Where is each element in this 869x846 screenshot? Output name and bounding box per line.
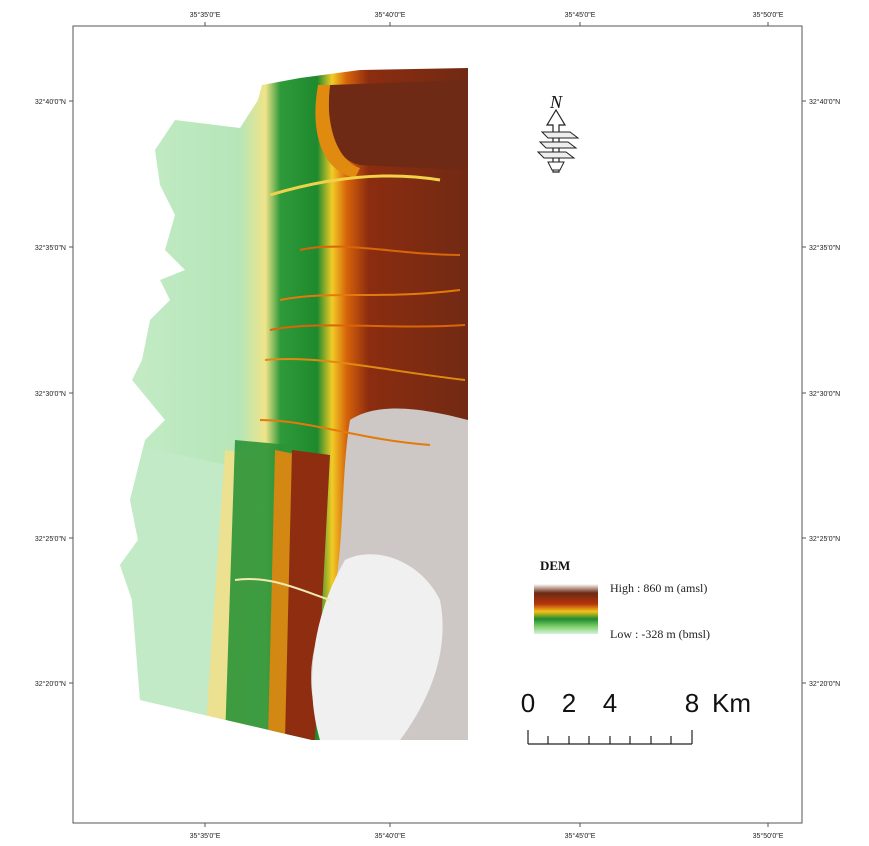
legend-low-label: Low : -328 m (bmsl) (610, 627, 710, 641)
left-lat-label: 32°30'0"N (35, 390, 66, 398)
right-lat-label: 32°20'0"N (809, 680, 840, 688)
scale-bar: 0 2 4 8 Km (521, 688, 751, 745)
right-lat-label: 32°30'0"N (809, 390, 840, 398)
right-lat-label: 32°25'0"N (809, 535, 840, 543)
left-lat-label: 32°35'0"N (35, 244, 66, 252)
scale-label-2: 2 (562, 688, 576, 718)
scale-label-4: 4 (603, 688, 617, 718)
top-lon-label: 35°35'0"E (190, 11, 221, 19)
legend-title: DEM (540, 558, 570, 573)
scale-label-8: 8 (685, 688, 699, 718)
north-letter: N (549, 92, 563, 112)
left-lat-label: 32°25'0"N (35, 535, 66, 543)
legend-high-label: High : 860 m (amsl) (610, 581, 707, 595)
top-lon-label: 35°40'0"E (375, 11, 406, 19)
frame-ticks (69, 22, 806, 827)
dem-raster (120, 68, 468, 740)
scale-label-0: 0 (521, 688, 535, 718)
legend: DEM High : 860 m (amsl) Low : -328 m (bm… (534, 558, 710, 641)
bottom-lon-label: 35°40'0"E (375, 832, 406, 840)
right-lat-label: 32°35'0"N (809, 244, 840, 252)
north-arrow-icon: N (536, 92, 580, 173)
legend-color-ramp (534, 584, 598, 634)
left-lat-label: 32°40'0"N (35, 98, 66, 106)
bottom-lon-label: 35°45'0"E (565, 832, 596, 840)
scale-unit: Km (712, 688, 751, 718)
top-lon-label: 35°45'0"E (565, 11, 596, 19)
top-lon-label: 35°50'0"E (753, 11, 784, 19)
left-lat-label: 32°20'0"N (35, 680, 66, 688)
bottom-lon-label: 35°50'0"E (753, 832, 784, 840)
bottom-lon-label: 35°35'0"E (190, 832, 221, 840)
right-lat-label: 32°40'0"N (809, 98, 840, 106)
